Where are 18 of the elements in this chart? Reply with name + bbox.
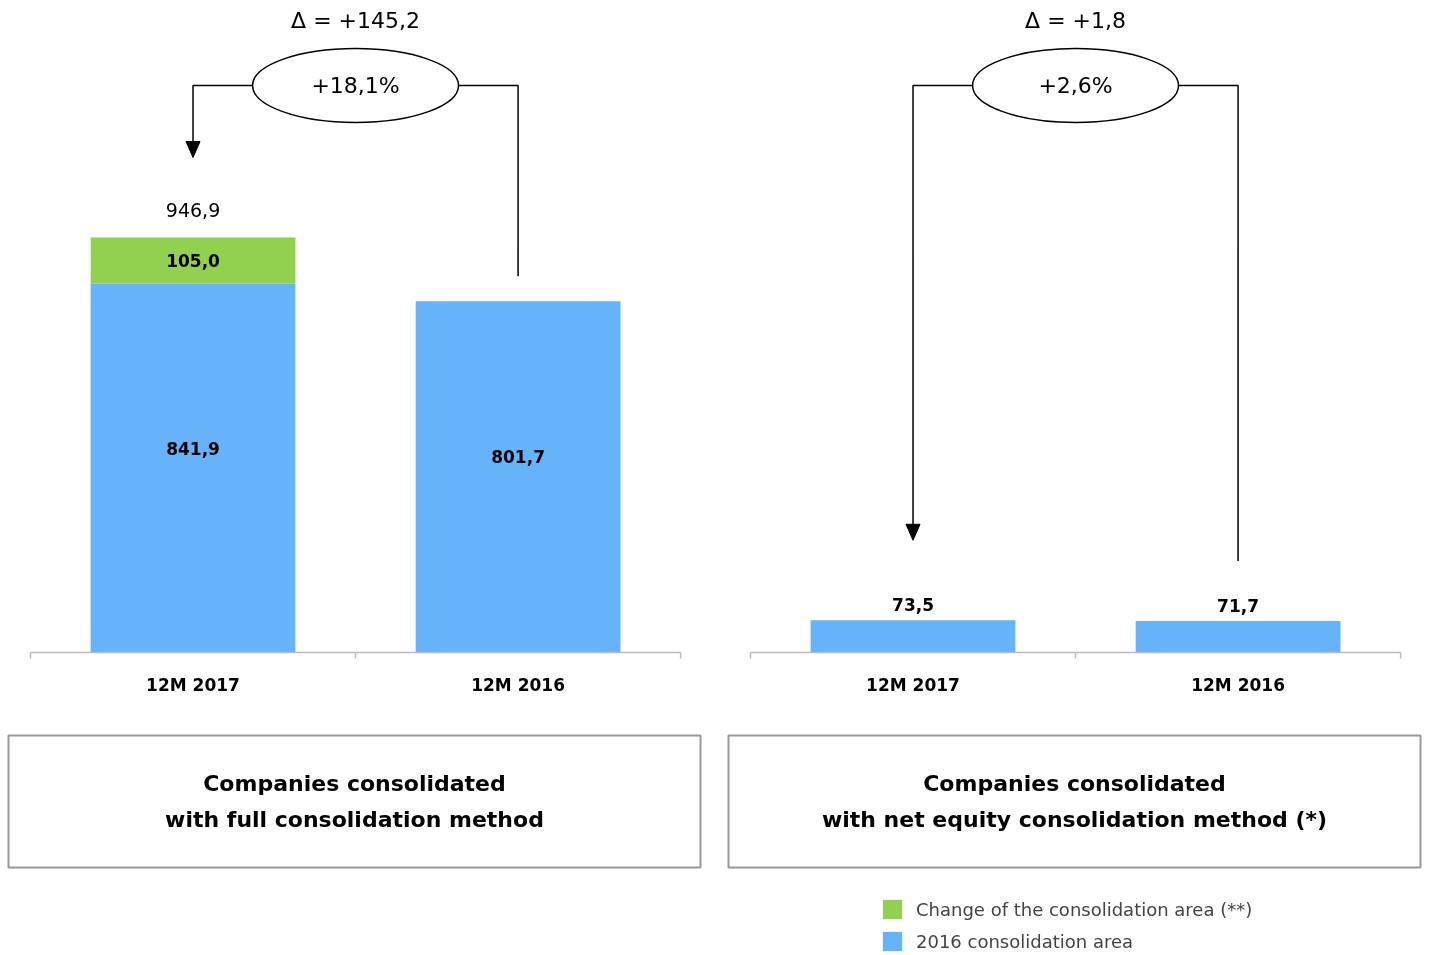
data-label: 73,5 [892,594,935,615]
text: Companies consolidated with net equity consolidation method (*) [821,771,1328,832]
x-tick-label: 12M 2016 [1191,674,1285,695]
text: +2,6% [1038,73,1113,98]
text: Δ = +1,8 [1025,8,1126,33]
legend-label: Change of the consolidation area (**) [916,898,1253,920]
data-label: 71,7 [1217,595,1260,616]
data-label: 801,7 [491,447,545,468]
legend-label: 2016 consolidation area [916,930,1134,952]
x-tick-label: 12M 2016 [471,674,565,695]
text: +18,1% [311,73,400,98]
total-label: 946,9 [165,198,221,221]
text: Δ = +145,2 [291,8,420,33]
x-tick-label: 12M 2017 [866,674,960,695]
x-tick-label: 12M 2017 [146,674,240,695]
data-label: 841,9 [166,438,220,459]
text: Companies consolidated with full consolidation method [165,771,544,832]
data-label: 105,0 [166,251,221,272]
